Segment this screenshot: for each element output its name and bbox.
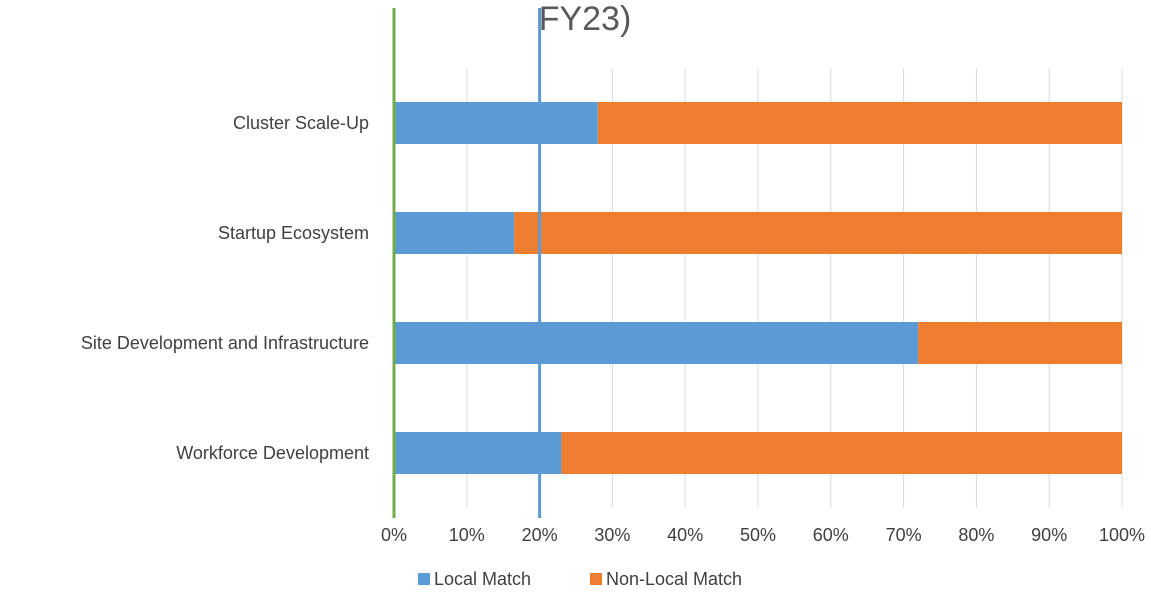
bar-non-local-match xyxy=(514,212,1122,254)
category-label: Site Development and Infrastructure xyxy=(81,333,369,353)
bar-local-match xyxy=(394,212,515,254)
x-tick-label: 80% xyxy=(958,525,994,545)
legend-label: Non-Local Match xyxy=(606,569,742,589)
legend: Local Match Non-Local Match xyxy=(418,569,742,589)
legend-swatch xyxy=(418,573,430,585)
x-tick-label: 50% xyxy=(740,525,776,545)
bar-local-match xyxy=(394,102,598,144)
bar-non-local-match xyxy=(561,432,1122,474)
x-tick-labels: 0% 10% 20% 30% 40% 50% 60% 70% 80% 90% 100% xyxy=(381,525,1145,545)
x-tick-label: 30% xyxy=(594,525,630,545)
x-tick-label: 0% xyxy=(381,525,407,545)
reference-lines xyxy=(392,8,542,518)
chart-title: FY23) xyxy=(539,0,632,38)
category-label: Workforce Development xyxy=(176,443,369,463)
x-tick-label: 60% xyxy=(813,525,849,545)
category-labels: Cluster Scale-Up Startup Ecosystem Site De… xyxy=(81,113,369,463)
x-tick-label: 90% xyxy=(1031,525,1067,545)
legend-label: Local Match xyxy=(434,569,531,589)
x-tick-label: 20% xyxy=(522,525,558,545)
x-tick-label: 70% xyxy=(886,525,922,545)
bars xyxy=(394,102,1122,474)
x-tick-label: 40% xyxy=(667,525,703,545)
bar-non-local-match xyxy=(918,322,1122,364)
category-label: Cluster Scale-Up xyxy=(233,113,369,133)
legend-swatch xyxy=(590,573,602,585)
category-label: Startup Ecosystem xyxy=(218,223,369,243)
x-tick-label: 10% xyxy=(449,525,485,545)
bar-local-match xyxy=(394,432,562,474)
x-tick-label: 100% xyxy=(1099,525,1145,545)
bar-local-match xyxy=(394,322,919,364)
bar-non-local-match xyxy=(597,102,1122,144)
